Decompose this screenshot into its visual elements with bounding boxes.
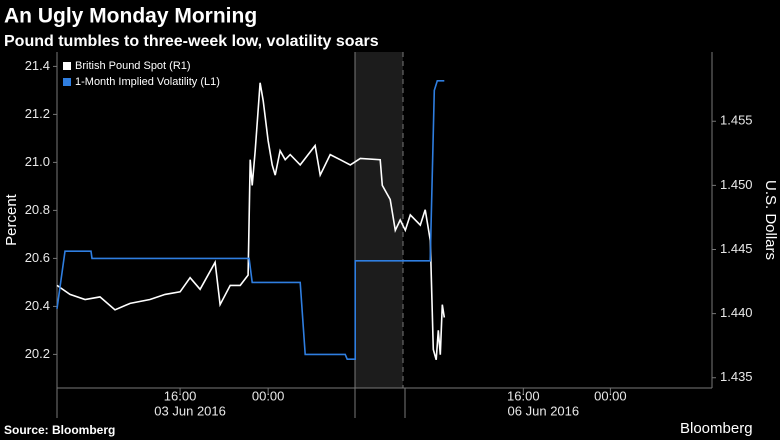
- y-tick-label: 20.4: [25, 298, 50, 313]
- legend-label: 1-Month Implied Volatility (L1): [75, 76, 220, 88]
- y-tick-label: 20.6: [25, 250, 50, 265]
- y-tick-label: 20.2: [25, 346, 50, 361]
- legend-swatch: [63, 78, 71, 86]
- legend-label: British Pound Spot (R1): [75, 60, 191, 72]
- y2-tick-label: 1.450: [720, 177, 753, 192]
- y2-tick-label: 1.440: [720, 305, 753, 320]
- x-tick-label: 00:00: [252, 388, 285, 403]
- y2-tick-label: 1.435: [720, 369, 753, 384]
- y2-axis-label: U.S. Dollars: [762, 180, 779, 260]
- x-tick-label: 16:00: [507, 388, 540, 403]
- y-tick-label: 21.2: [25, 106, 50, 121]
- y-tick-label: 21.4: [25, 58, 50, 73]
- y2-tick-label: 1.455: [720, 113, 753, 128]
- series-line: [56, 80, 445, 360]
- y-axis-label: Percent: [3, 193, 20, 246]
- chart-subtitle: Pound tumbles to three-week low, volatil…: [4, 33, 379, 50]
- y2-tick-label: 1.445: [720, 241, 753, 256]
- x-tick-label: 00:00: [594, 388, 627, 403]
- legend-swatch: [63, 62, 71, 70]
- y-tick-label: 21.0: [25, 154, 50, 169]
- x-tick-label: 16:00: [164, 388, 197, 403]
- series-line: [56, 82, 446, 361]
- weekend-shade: [355, 52, 403, 388]
- source: Source: Bloomberg: [4, 423, 115, 437]
- brand: Bloomberg: [680, 420, 753, 437]
- y-tick-label: 20.8: [25, 202, 50, 217]
- date-label: 06 Jun 2016: [508, 403, 580, 418]
- date-label: 03 Jun 2016: [154, 403, 226, 418]
- chart-title: An Ugly Monday Morning: [4, 5, 257, 28]
